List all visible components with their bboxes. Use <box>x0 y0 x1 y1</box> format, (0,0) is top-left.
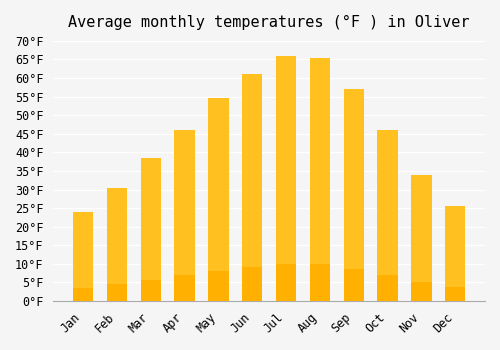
Bar <box>445 206 466 301</box>
Bar <box>140 280 161 301</box>
Bar <box>174 275 195 301</box>
Bar <box>242 267 262 301</box>
Bar <box>310 58 330 301</box>
Bar <box>411 282 432 301</box>
Bar <box>411 175 432 301</box>
Bar <box>344 269 364 301</box>
Bar <box>378 130 398 301</box>
Bar <box>208 271 229 301</box>
Bar <box>344 89 364 301</box>
Bar <box>378 275 398 301</box>
Bar <box>73 212 93 301</box>
Bar <box>445 287 466 301</box>
Bar <box>73 288 93 301</box>
Bar <box>242 74 262 301</box>
Bar <box>276 264 296 301</box>
Bar <box>106 284 127 301</box>
Bar <box>208 98 229 301</box>
Bar <box>174 130 195 301</box>
Bar <box>310 265 330 301</box>
Bar <box>276 56 296 301</box>
Bar <box>140 158 161 301</box>
Bar <box>106 188 127 301</box>
Title: Average monthly temperatures (°F ) in Oliver: Average monthly temperatures (°F ) in Ol… <box>68 15 470 30</box>
